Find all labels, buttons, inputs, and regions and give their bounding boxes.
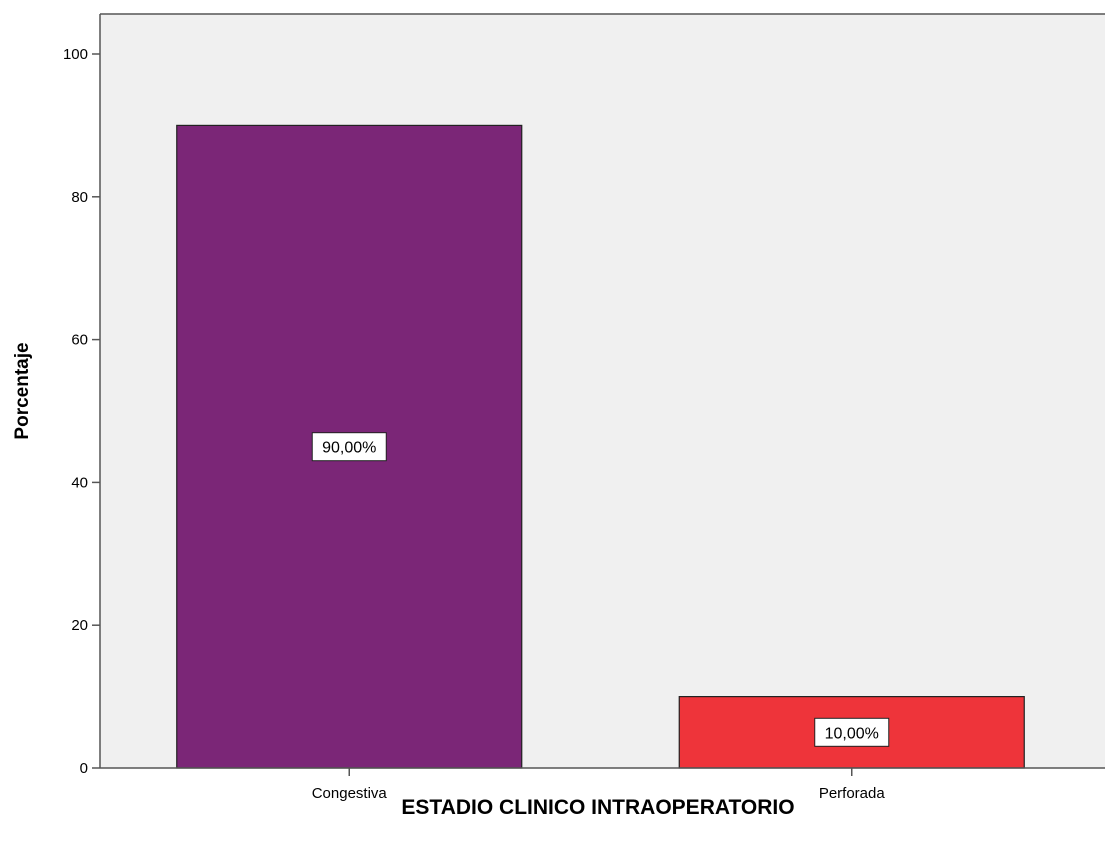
y-tick-label: 60 bbox=[71, 332, 88, 349]
y-tick-label: 0 bbox=[80, 760, 88, 777]
data-label: 10,00% bbox=[825, 725, 879, 742]
y-ticks-group: 0 20 40 60 80 100 bbox=[63, 46, 100, 777]
data-label: 90,00% bbox=[322, 440, 376, 457]
x-ticks-group: Congestiva Perforada bbox=[312, 768, 886, 802]
x-tick-label: Congestiva bbox=[312, 785, 388, 802]
x-axis-label: ESTADIO CLINICO INTRAOPERATORIO bbox=[401, 796, 794, 819]
y-tick-label: 20 bbox=[71, 617, 88, 634]
data-label-box bbox=[814, 717, 890, 747]
axes-group bbox=[99, 13, 1105, 769]
y-axis-label: Porcentaje bbox=[12, 342, 33, 439]
x-tick-label: Perforada bbox=[819, 785, 886, 802]
y-tick-label: 100 bbox=[63, 46, 88, 63]
data-label-box bbox=[311, 432, 387, 462]
data-labels-group: 90,00% 10,00% bbox=[311, 432, 890, 747]
y-tick-label: 80 bbox=[71, 189, 88, 206]
y-tick-label: 40 bbox=[71, 474, 88, 491]
